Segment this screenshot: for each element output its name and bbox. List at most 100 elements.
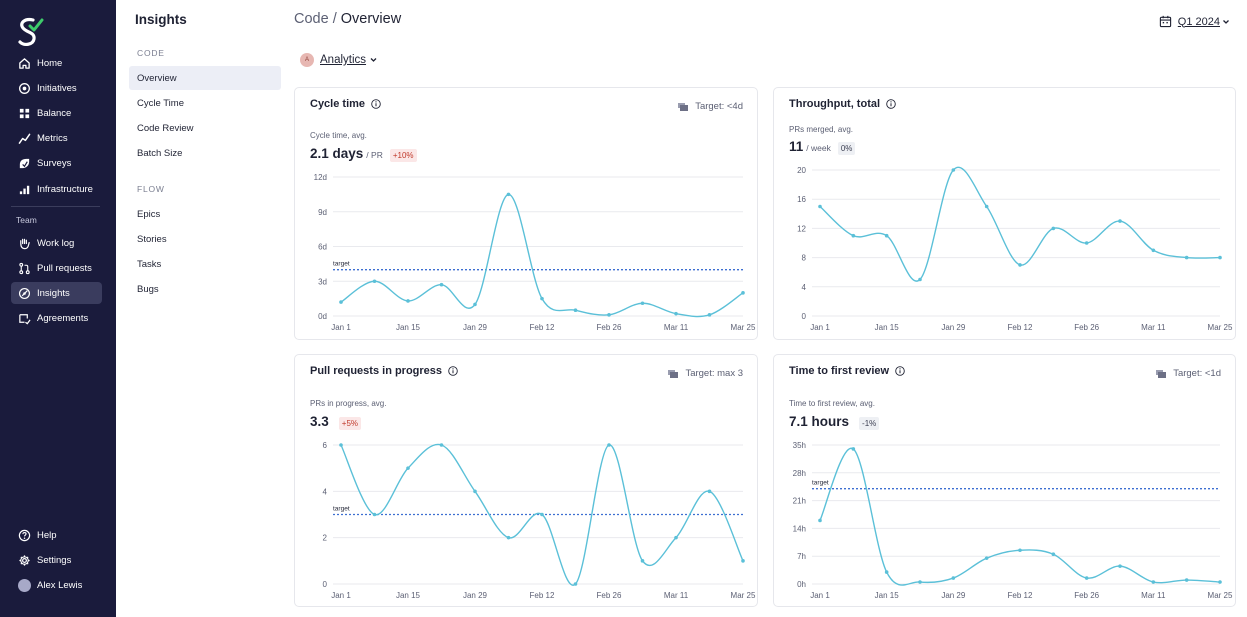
data-point (951, 168, 956, 172)
x-tick-label: Jan 1 (331, 323, 351, 332)
grid-icon (18, 107, 31, 120)
nav-item-infrastructure[interactable]: Infrastructure (11, 178, 102, 200)
nav-item-settings[interactable]: Settings (11, 549, 102, 571)
series-line (819, 447, 1221, 586)
help-icon (18, 529, 31, 542)
y-tick-label: 21h (793, 497, 806, 506)
target-icon (668, 369, 679, 378)
nav-label: Insights (37, 287, 70, 299)
x-tick-label: Feb 26 (597, 591, 622, 600)
app-logo-icon[interactable] (15, 16, 45, 48)
metric-label: PRs merged, avg. (789, 125, 854, 134)
nav-item-help[interactable]: Help (11, 524, 102, 546)
data-point (674, 311, 678, 316)
x-tick-label: Feb 26 (1074, 323, 1099, 332)
data-point (473, 302, 477, 307)
nav-item-surveys[interactable]: Surveys (11, 152, 102, 174)
throughput-card[interactable]: Throughput, total PRs merged, avg. 11 / … (773, 87, 1236, 340)
y-tick-label: 0d (318, 312, 327, 321)
insights-icon (18, 287, 31, 300)
x-tick-label: Feb 12 (1008, 323, 1033, 332)
nav-label: Pull requests (37, 262, 92, 274)
nav-item-agreements[interactable]: Agreements (11, 307, 102, 329)
sidebar-item-overview[interactable]: Overview (129, 66, 281, 90)
card-title: Cycle time (310, 98, 366, 110)
delta-badge: +10% (389, 149, 417, 162)
nav-item-metrics[interactable]: Metrics (11, 127, 102, 149)
info-icon[interactable] (886, 99, 896, 109)
info-icon[interactable] (895, 366, 905, 376)
data-point (1218, 580, 1222, 584)
period-picker[interactable]: Q1 2024 (1159, 15, 1230, 28)
y-tick-label: 12d (314, 173, 327, 182)
nav-item-insights[interactable]: Insights (11, 282, 102, 304)
data-point (540, 512, 544, 517)
sidebar-item-cycle-time[interactable]: Cycle Time (137, 97, 184, 109)
sidebar-item-tasks[interactable]: Tasks (137, 258, 162, 270)
sidebar-item-batch-size[interactable]: Batch Size (137, 147, 183, 159)
breadcrumb-separator: / (332, 11, 337, 27)
target-label: Target: <4d (695, 101, 743, 112)
nav-item-initiatives[interactable]: Initiatives (11, 77, 102, 99)
y-tick-label: 0h (797, 580, 806, 589)
x-tick-label: Jan 1 (810, 323, 830, 332)
data-point (818, 204, 822, 209)
nav-item-pull-requests[interactable]: Pull requests (11, 257, 102, 279)
y-tick-label: 20 (797, 166, 806, 175)
info-icon[interactable] (448, 366, 458, 376)
y-tick-label: 0 (323, 580, 328, 589)
time-to-first-review-card[interactable]: Time to first review Target: <1d Time to… (773, 354, 1236, 607)
data-point (674, 535, 678, 540)
target-line-label: target (333, 261, 350, 268)
time-to-first-review-chart: 0h 7h 14h 21h 28h 35h Jan 1 Jan 15 Jan 29 Feb 12 F… (793, 441, 1233, 600)
data-point (1051, 226, 1056, 231)
home-icon (18, 57, 31, 70)
nav-item-user[interactable]: Alex Lewis (11, 574, 102, 596)
page-title: Overview (340, 11, 402, 27)
x-tick-label: Jan 15 (396, 323, 421, 332)
x-tick-label: Mar 25 (731, 591, 756, 600)
x-tick-label: Feb 12 (530, 323, 555, 332)
y-tick-label: 12 (797, 224, 806, 233)
data-point (540, 296, 544, 301)
y-tick-label: 6d (318, 243, 327, 252)
throughput-chart: 0 4 8 12 16 20 Jan 1 Jan 15 Jan 29 Feb 12 Feb 26 Ma… (797, 166, 1233, 332)
data-point (851, 447, 856, 451)
metric-value: 3.3 (310, 414, 329, 429)
sidebar-item-bugs[interactable]: Bugs (137, 283, 159, 295)
cycle-time-chart: 0d 3d 6d 9d 12d Jan 1 Jan 15 Jan 29 Feb 12 Feb 26… (314, 173, 756, 332)
data-point (1151, 248, 1156, 253)
x-tick-label: Mar 11 (1141, 323, 1166, 332)
data-point (339, 443, 343, 447)
metric-label: Time to first review, avg. (789, 399, 875, 408)
data-point (1084, 576, 1089, 580)
x-tick-label: Mar 11 (1141, 591, 1166, 600)
info-icon[interactable] (371, 99, 381, 109)
data-point (1118, 564, 1122, 568)
data-point (607, 313, 611, 317)
nav-label: Help (37, 529, 57, 541)
x-tick-label: Mar 11 (664, 323, 689, 332)
data-point (818, 518, 822, 523)
data-point (506, 192, 511, 197)
metric-value: 7.1 hours (789, 414, 850, 429)
nav-item-balance[interactable]: Balance (11, 102, 102, 124)
metric-value-row: 3.3 +5% (310, 414, 362, 430)
nav-item-home[interactable]: Home (11, 52, 102, 74)
target-icon (1156, 369, 1167, 378)
breadcrumb-parent[interactable]: Code (294, 11, 329, 27)
data-point (573, 308, 578, 313)
sidebar-item-code-review[interactable]: Code Review (137, 122, 194, 134)
data-point (1184, 578, 1189, 582)
sidebar-item-epics[interactable]: Epics (137, 208, 161, 220)
y-tick-label: 3d (318, 277, 327, 286)
cycle-time-card[interactable]: Cycle time Target: <4d Cycle time, avg. … (294, 87, 758, 340)
metric-value: 11 (789, 139, 804, 154)
sidebar-item-stories[interactable]: Stories (137, 233, 167, 245)
nav-item-work-log[interactable]: Work log (11, 232, 102, 254)
y-tick-label: 35h (793, 441, 806, 450)
data-point (851, 233, 856, 238)
nav-label: Work log (37, 237, 75, 249)
team-selector[interactable]: A Analytics (300, 53, 378, 67)
prs-in-progress-card[interactable]: Pull requests in progress Target: max 3 … (294, 354, 758, 607)
